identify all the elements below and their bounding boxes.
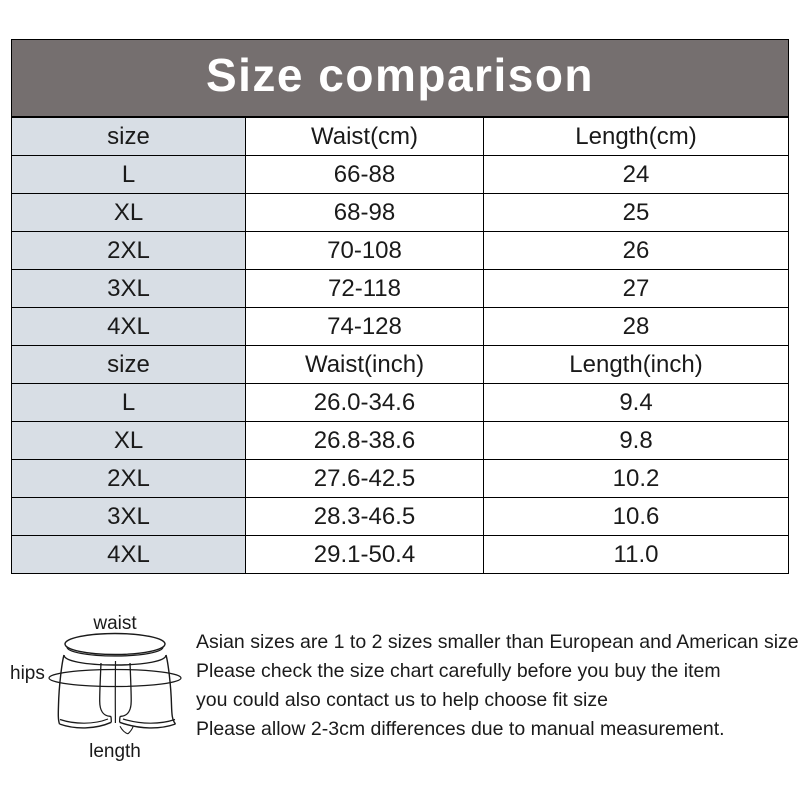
svg-text:hips: hips	[10, 663, 45, 684]
svg-text:length: length	[89, 741, 141, 762]
svg-text:waist: waist	[92, 613, 137, 634]
